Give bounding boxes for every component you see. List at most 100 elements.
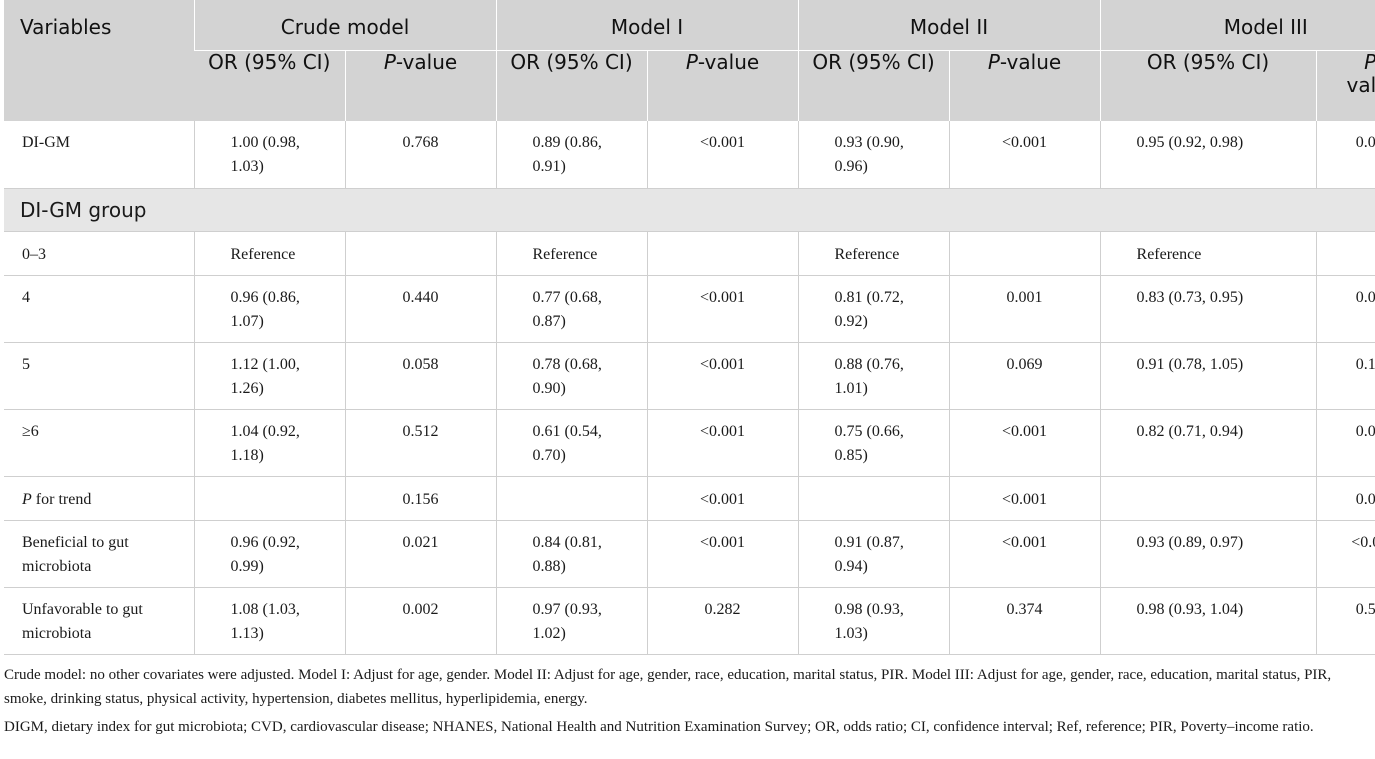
cell-or: 0.75 (0.66, 0.85) [797,409,949,477]
cell-or: 0.93 (0.89, 0.97) [1099,520,1317,588]
header-or-ci: OR (95% CI) [1099,50,1317,121]
cell-or: Reference [193,231,345,276]
cell-or: 0.95 (0.92, 0.98) [1099,121,1317,189]
header-model-ii: Model II [797,0,1101,51]
cell-p: <0.001 [1315,520,1375,588]
cell-or: 1.00 (0.98, 1.03) [193,121,345,189]
table-footnotes: Crude model: no other covariates were ad… [4,663,1370,739]
header-model-i: Model I [495,0,798,51]
cell-or: 0.78 (0.68, 0.90) [495,342,647,410]
cell-or: 0.96 (0.92, 0.99) [193,520,345,588]
cell-or: Reference [495,231,647,276]
cell-p: 0.002 [344,587,496,655]
cell-or [495,476,647,521]
row-label: DI-GM [4,121,194,189]
cell-p: 0.021 [344,520,496,588]
header-row-metrics: OR (95% CI) P-value OR (95% CI) P-value … [4,50,1375,121]
cell-or [1099,476,1317,521]
cell-p: <0.001 [646,342,798,410]
cell-p: 0.021 [1315,476,1375,521]
cell-or: 1.12 (1.00, 1.26) [193,342,345,410]
table-row-6-plus: ≥6 1.04 (0.92, 1.18) 0.512 0.61 (0.54, 0… [4,409,1375,477]
cell-or: 0.91 (0.78, 1.05) [1099,342,1317,410]
table-row-4: 4 0.96 (0.86, 1.07) 0.440 0.77 (0.68, 0.… [4,275,1375,343]
cell-or: 1.08 (1.03, 1.13) [193,587,345,655]
header-variables: Variables [4,0,194,121]
cell-or: 0.91 (0.87, 0.94) [797,520,949,588]
cell-or [797,476,949,521]
footnote-abbreviations: DIGM, dietary index for gut microbiota; … [4,718,1314,735]
header-or-ci: OR (95% CI) [194,50,345,121]
header-p-value: P-value [1315,50,1375,121]
cell-p: <0.001 [646,520,798,588]
cell-or: 0.84 (0.81, 0.88) [495,520,647,588]
header-p-value: P-value [344,50,496,121]
cell-p: 0.768 [344,121,496,189]
header-p-value: P-value [646,50,798,121]
cell-p: 0.001 [948,275,1101,343]
cell-p [646,231,798,276]
row-label: Beneficial to gut microbiota [4,520,194,588]
cell-or: 0.77 (0.68, 0.87) [495,275,647,343]
cell-p: 0.069 [948,342,1101,410]
cell-or: 0.98 (0.93, 1.04) [1099,587,1317,655]
footnote-models: Crude model: no other covariates were ad… [4,666,1332,707]
header-crude-model: Crude model [193,0,496,51]
cell-p: 0.512 [344,409,496,477]
cell-p: 0.182 [1315,342,1375,410]
cell-or: 0.96 (0.86, 1.07) [193,275,345,343]
cell-or: Reference [1099,231,1317,276]
cell-p [948,231,1101,276]
cell-p: 0.282 [646,587,798,655]
cell-p: 0.004 [1315,409,1375,477]
table-row-beneficial: Beneficial to gut microbiota 0.96 (0.92,… [4,520,1375,588]
table-row-digm: DI-GM 1.00 (0.98, 1.03) 0.768 0.89 (0.86… [4,121,1375,189]
row-label: Unfavorable to gut microbiota [4,587,194,655]
cell-or: 0.98 (0.93, 1.03) [797,587,949,655]
header-p-value: P-value [948,50,1101,121]
cell-p: 0.156 [344,476,496,521]
cell-p [344,231,496,276]
header-or-ci: OR (95% CI) [495,50,647,121]
cell-or: 0.97 (0.93, 1.02) [495,587,647,655]
cell-or [193,476,345,521]
table-row-5: 5 1.12 (1.00, 1.26) 0.058 0.78 (0.68, 0.… [4,342,1375,410]
table-row-p-trend: P for trend 0.156 <0.001 <0.001 0.021 [4,476,1375,521]
cell-or: 0.88 (0.76, 1.01) [797,342,949,410]
cell-or: 0.61 (0.54, 0.70) [495,409,647,477]
cell-p: 0.006 [1315,275,1375,343]
cell-p: 0.058 [344,342,496,410]
cell-or: Reference [797,231,949,276]
cell-or: 0.93 (0.90, 0.96) [797,121,949,189]
table-row-unfavorable: Unfavorable to gut microbiota 1.08 (1.03… [4,587,1375,655]
header-or-ci: OR (95% CI) [797,50,949,121]
row-label: ≥6 [4,409,194,477]
results-table-wrapper: Variables Crude model Model I Model II M… [4,0,1375,743]
cell-p: <0.001 [948,121,1101,189]
row-label: 0–3 [4,231,194,276]
results-table: Variables Crude model Model I Model II M… [4,0,1375,655]
cell-p: <0.001 [646,476,798,521]
cell-p: <0.001 [948,409,1101,477]
cell-or: 0.83 (0.73, 0.95) [1099,275,1317,343]
cell-or: 0.82 (0.71, 0.94) [1099,409,1317,477]
cell-p: <0.001 [646,121,798,189]
cell-p: <0.001 [948,520,1101,588]
cell-p: <0.001 [646,275,798,343]
cell-p [1315,231,1375,276]
cell-p: 0.003 [1315,121,1375,189]
header-row-models: Variables Crude model Model I Model II M… [4,0,1375,121]
group-label: DI-GM group [4,188,1375,232]
row-label: 5 [4,342,194,410]
cell-p: <0.001 [948,476,1101,521]
cell-or: 0.89 (0.86, 0.91) [495,121,647,189]
row-label: 4 [4,275,194,343]
table-row-group-heading: DI-GM group [4,188,1375,232]
table-row-0-3: 0–3 Reference Reference Reference Refere… [4,231,1375,276]
cell-p: 0.590 [1315,587,1375,655]
cell-p: 0.374 [948,587,1101,655]
header-model-iii: Model III [1099,0,1375,51]
cell-p: 0.440 [344,275,496,343]
row-label: P for trend [4,476,194,521]
cell-p: <0.001 [646,409,798,477]
